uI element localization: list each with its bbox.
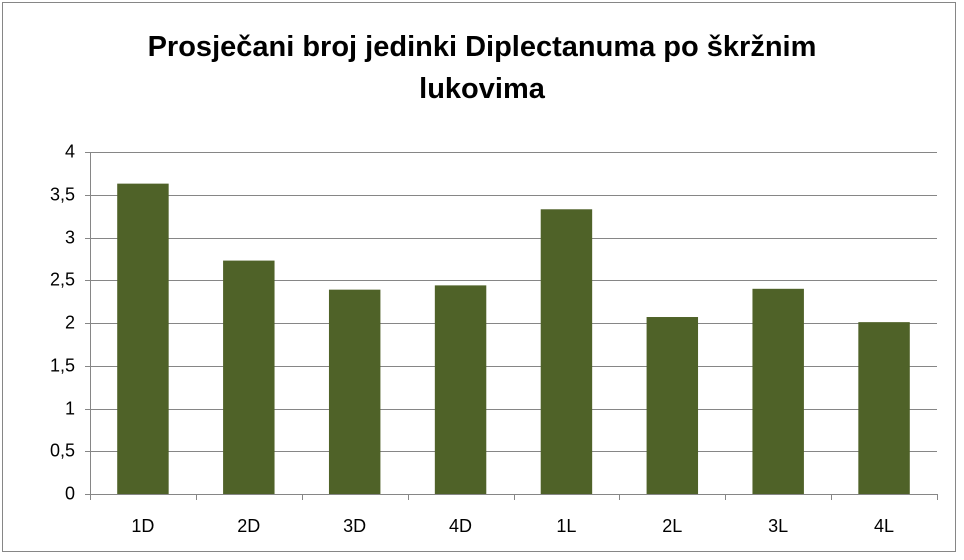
y-tick-label: 0,5	[50, 440, 75, 460]
x-tick-label: 2L	[662, 516, 682, 536]
y-tick-label: 0	[65, 483, 75, 503]
x-tick-label: 2D	[237, 516, 260, 536]
bar	[540, 209, 593, 494]
bar	[646, 317, 699, 494]
bar	[434, 285, 487, 494]
x-tick-label: 3D	[343, 516, 366, 536]
bar	[752, 288, 804, 494]
bar	[858, 322, 910, 494]
y-tick-label: 3,5	[50, 184, 75, 204]
x-tick-label: 1D	[131, 516, 154, 536]
x-tick-label: 1L	[556, 516, 576, 536]
bar	[223, 260, 275, 494]
y-tick-label: 1,5	[50, 355, 75, 375]
y-tick-label: 2,5	[50, 269, 75, 289]
y-tick-label: 2	[65, 312, 75, 332]
chart-title: Prosječani broj jedinki Diplectanuma po …	[147, 31, 817, 105]
bar	[328, 289, 381, 494]
x-tick-label: 4D	[449, 516, 472, 536]
y-tick-label: 3	[65, 227, 75, 247]
y-tick-label: 4	[65, 141, 75, 161]
x-tick-label: 4L	[874, 516, 894, 536]
bar	[117, 183, 169, 494]
y-tick-label: 1	[65, 398, 75, 418]
x-tick-label: 3L	[768, 516, 788, 536]
